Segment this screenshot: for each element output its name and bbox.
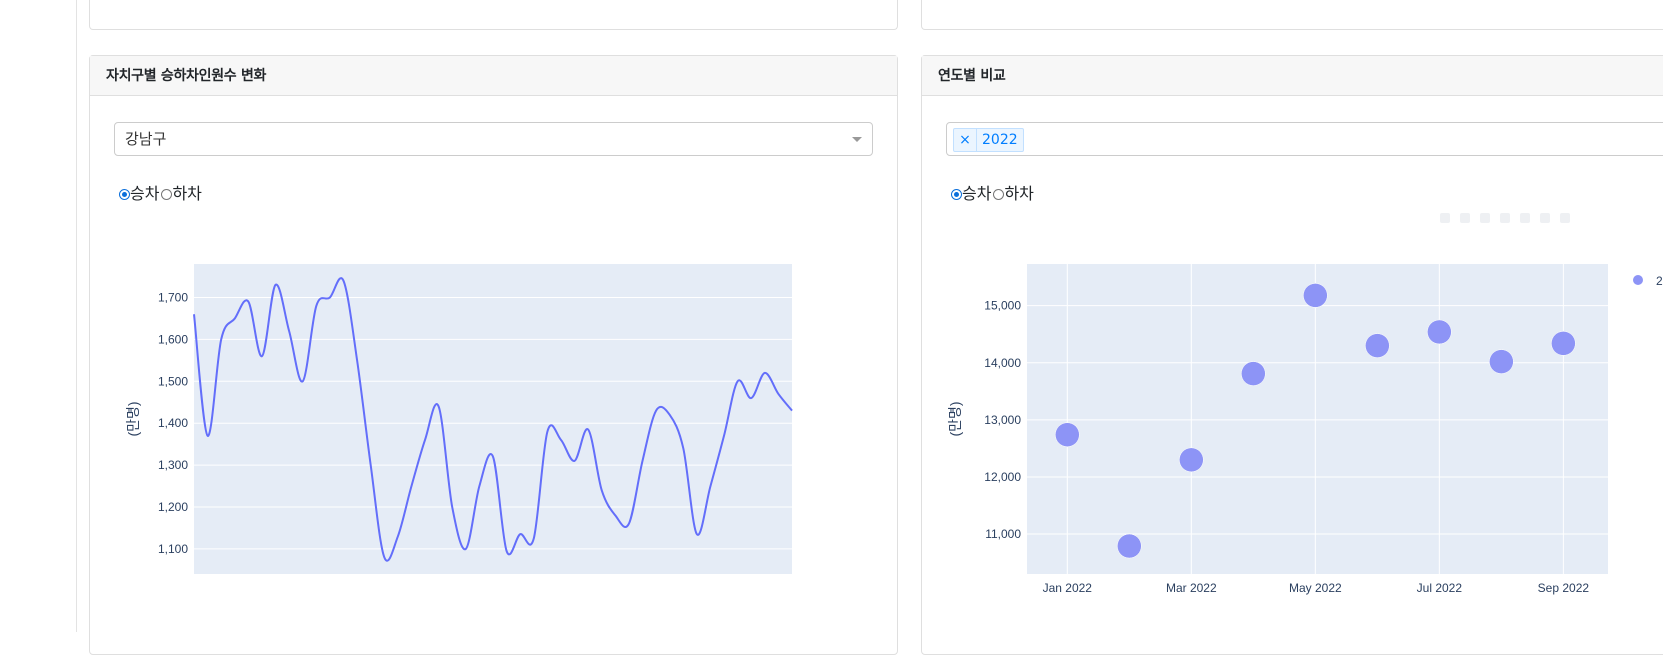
legend-label[interactable]: 2 xyxy=(1656,274,1663,288)
radio-alighting-label: 하차 xyxy=(172,184,202,203)
y-tick-label: 12,000 xyxy=(984,470,1021,484)
y-tick-label: 1,700 xyxy=(158,291,188,305)
top-card-left xyxy=(89,0,898,30)
y-tick-label: 14,000 xyxy=(984,356,1021,370)
camera-icon[interactable] xyxy=(1440,213,1450,223)
scatter-point[interactable] xyxy=(1365,333,1390,358)
top-card-right xyxy=(921,0,1663,30)
y-tick-label: 1,500 xyxy=(158,374,188,388)
scatter-point[interactable] xyxy=(1427,319,1452,345)
y-tick-label: 13,000 xyxy=(984,413,1021,427)
radio-alighting-dot[interactable] xyxy=(161,189,173,200)
district-change-card: 자치구별 승하차인원수 변화 강남구 승차 하차 1,100 1,200 1,300 1… xyxy=(89,55,898,655)
y-axis-title: (만명) xyxy=(125,401,141,436)
close-icon[interactable]: × xyxy=(954,129,977,151)
boarding-radio-group: 승차 하차 xyxy=(951,184,1036,204)
scatter-point[interactable] xyxy=(1117,533,1142,559)
x-tick-label: Mar 2022 xyxy=(1166,581,1217,595)
chart-modebar[interactable] xyxy=(1440,208,1660,224)
scatter-point[interactable] xyxy=(1241,361,1266,386)
year-tag: × 2022 xyxy=(953,128,1024,152)
radio-boarding-label: 승차 xyxy=(962,184,992,203)
radio-alighting[interactable]: 하차 xyxy=(161,184,202,204)
series-line xyxy=(193,277,793,562)
scatter-point[interactable] xyxy=(1551,331,1576,356)
legend-marker[interactable] xyxy=(1633,275,1643,285)
reset-axes-icon[interactable] xyxy=(1560,213,1570,223)
y-tick-label: 1,400 xyxy=(158,416,188,430)
scatter-point[interactable] xyxy=(1055,422,1080,447)
district-dropdown-value: 강남구 xyxy=(125,130,167,148)
year-multiselect[interactable]: × 2022 xyxy=(946,122,1663,156)
x-tick-label: Sep 2022 xyxy=(1538,581,1590,595)
radio-boarding-dot[interactable] xyxy=(119,189,130,200)
line-plot-area xyxy=(194,264,792,574)
radio-alighting-label: 하차 xyxy=(1004,184,1034,203)
y-tick-label: 15,000 xyxy=(984,299,1021,313)
zoom-out-icon[interactable] xyxy=(1520,213,1530,223)
y-tick-label: 1,600 xyxy=(158,332,188,346)
y-tick-label: 1,300 xyxy=(158,458,188,472)
card-title: 연도별 비교 xyxy=(922,56,1663,96)
boarding-radio-group: 승차 하차 xyxy=(119,184,204,204)
radio-boarding-dot[interactable] xyxy=(951,189,962,200)
radio-boarding[interactable]: 승차 xyxy=(951,184,991,204)
page-sidebar-divider xyxy=(76,0,77,632)
y-tick-label: 11,000 xyxy=(985,527,1021,541)
scatter-point[interactable] xyxy=(1489,349,1514,374)
pan-icon[interactable] xyxy=(1480,213,1490,223)
scatter-point[interactable] xyxy=(1303,283,1328,308)
radio-boarding[interactable]: 승차 xyxy=(119,184,159,204)
radio-alighting-dot[interactable] xyxy=(993,189,1005,200)
x-tick-label: May 2022 xyxy=(1289,581,1342,595)
card-title: 자치구별 승하차인원수 변화 xyxy=(90,56,897,96)
y-tick-label: 1,200 xyxy=(158,500,188,514)
y-axis-title: (만명) xyxy=(947,401,963,436)
zoom-in-icon[interactable] xyxy=(1500,213,1510,223)
autoscale-icon[interactable] xyxy=(1540,213,1550,223)
chevron-down-icon[interactable] xyxy=(852,137,862,142)
x-tick-label: Jul 2022 xyxy=(1417,581,1463,595)
zoom-icon[interactable] xyxy=(1460,213,1470,223)
y-tick-label: 1,100 xyxy=(158,542,188,556)
x-tick-label: Jan 2022 xyxy=(1043,581,1093,595)
radio-boarding-label: 승차 xyxy=(130,184,160,203)
district-line-chart: 1,100 1,200 1,300 1,400 1,500 1,600 1,700 (만명) xyxy=(125,264,793,574)
scatter-plot-area xyxy=(1027,264,1608,574)
year-scatter-chart: 11,000 12,000 13,000 14,000 15,000 Jan 2022 M… xyxy=(947,264,1663,595)
scatter-point[interactable] xyxy=(1179,447,1204,473)
radio-alighting[interactable]: 하차 xyxy=(993,184,1034,204)
year-tag-label: 2022 xyxy=(982,132,1018,148)
year-compare-card: 연도별 비교 × 2022 승차 하차 11,000 12,000 13,000 14,0… xyxy=(921,55,1663,655)
district-dropdown[interactable]: 강남구 xyxy=(114,122,873,156)
